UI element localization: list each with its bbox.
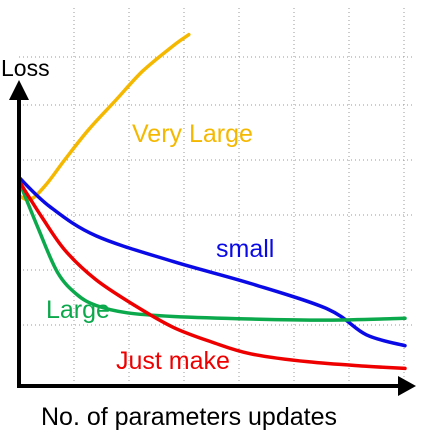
grid — [19, 8, 412, 386]
series-line-very-large — [17, 32, 191, 202]
y-axis-label: Loss — [1, 55, 50, 81]
series-lines — [17, 32, 407, 371]
series-label-just-make: Just make — [116, 347, 230, 375]
y-axis-arrow-icon — [9, 80, 29, 100]
x-axis-label: No. of parameters updates — [41, 403, 337, 431]
series-label-small: small — [216, 235, 274, 263]
series-line-small — [17, 175, 407, 348]
series-label-large: Large — [46, 296, 110, 324]
series-label-very-large: Very Large — [132, 120, 253, 148]
series-line-large — [17, 179, 407, 322]
x-axis-arrow-icon — [398, 376, 416, 396]
series-line-just-make — [17, 179, 407, 371]
